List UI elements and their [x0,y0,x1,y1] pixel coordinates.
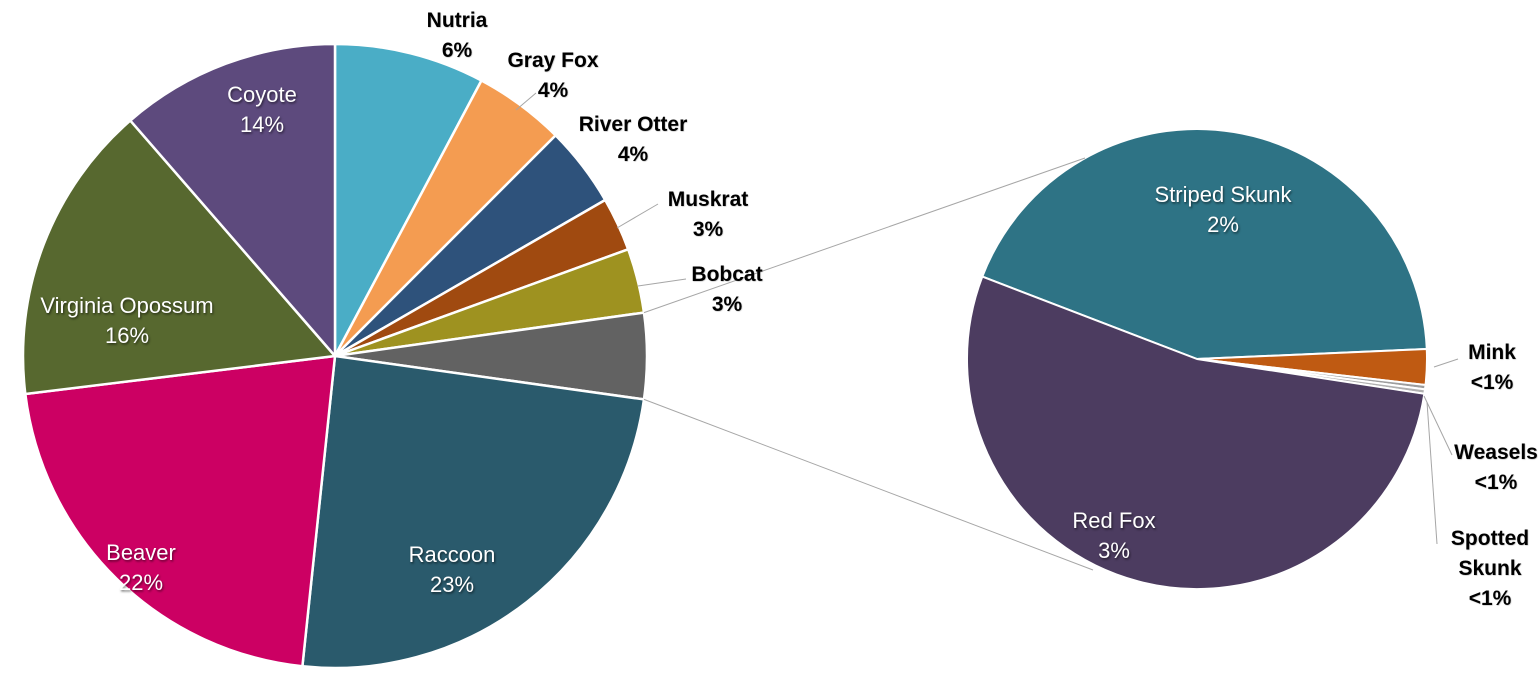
leader-line-weasels [1423,395,1453,456]
slice-red-fox [966,275,1426,591]
secondary-pie [966,128,1428,591]
leader-line-gray-fox [515,92,537,111]
slice-nutria [333,42,483,358]
main-pie [21,42,649,670]
series-connector-line-bottom [643,398,1094,571]
leader-line-bobcat [637,278,687,287]
leader-line-muskrat [616,203,659,229]
slice-virginia-opossum [21,119,337,396]
leader-line-spotted-skunk [1426,401,1438,545]
slice-beaver [24,354,337,668]
slice-raccoon [301,354,646,670]
slice-coyote [129,42,337,358]
series-connector-line-top [643,157,1086,314]
slice-striped-skunk [981,128,1428,360]
leader-line-mink [1433,358,1459,368]
